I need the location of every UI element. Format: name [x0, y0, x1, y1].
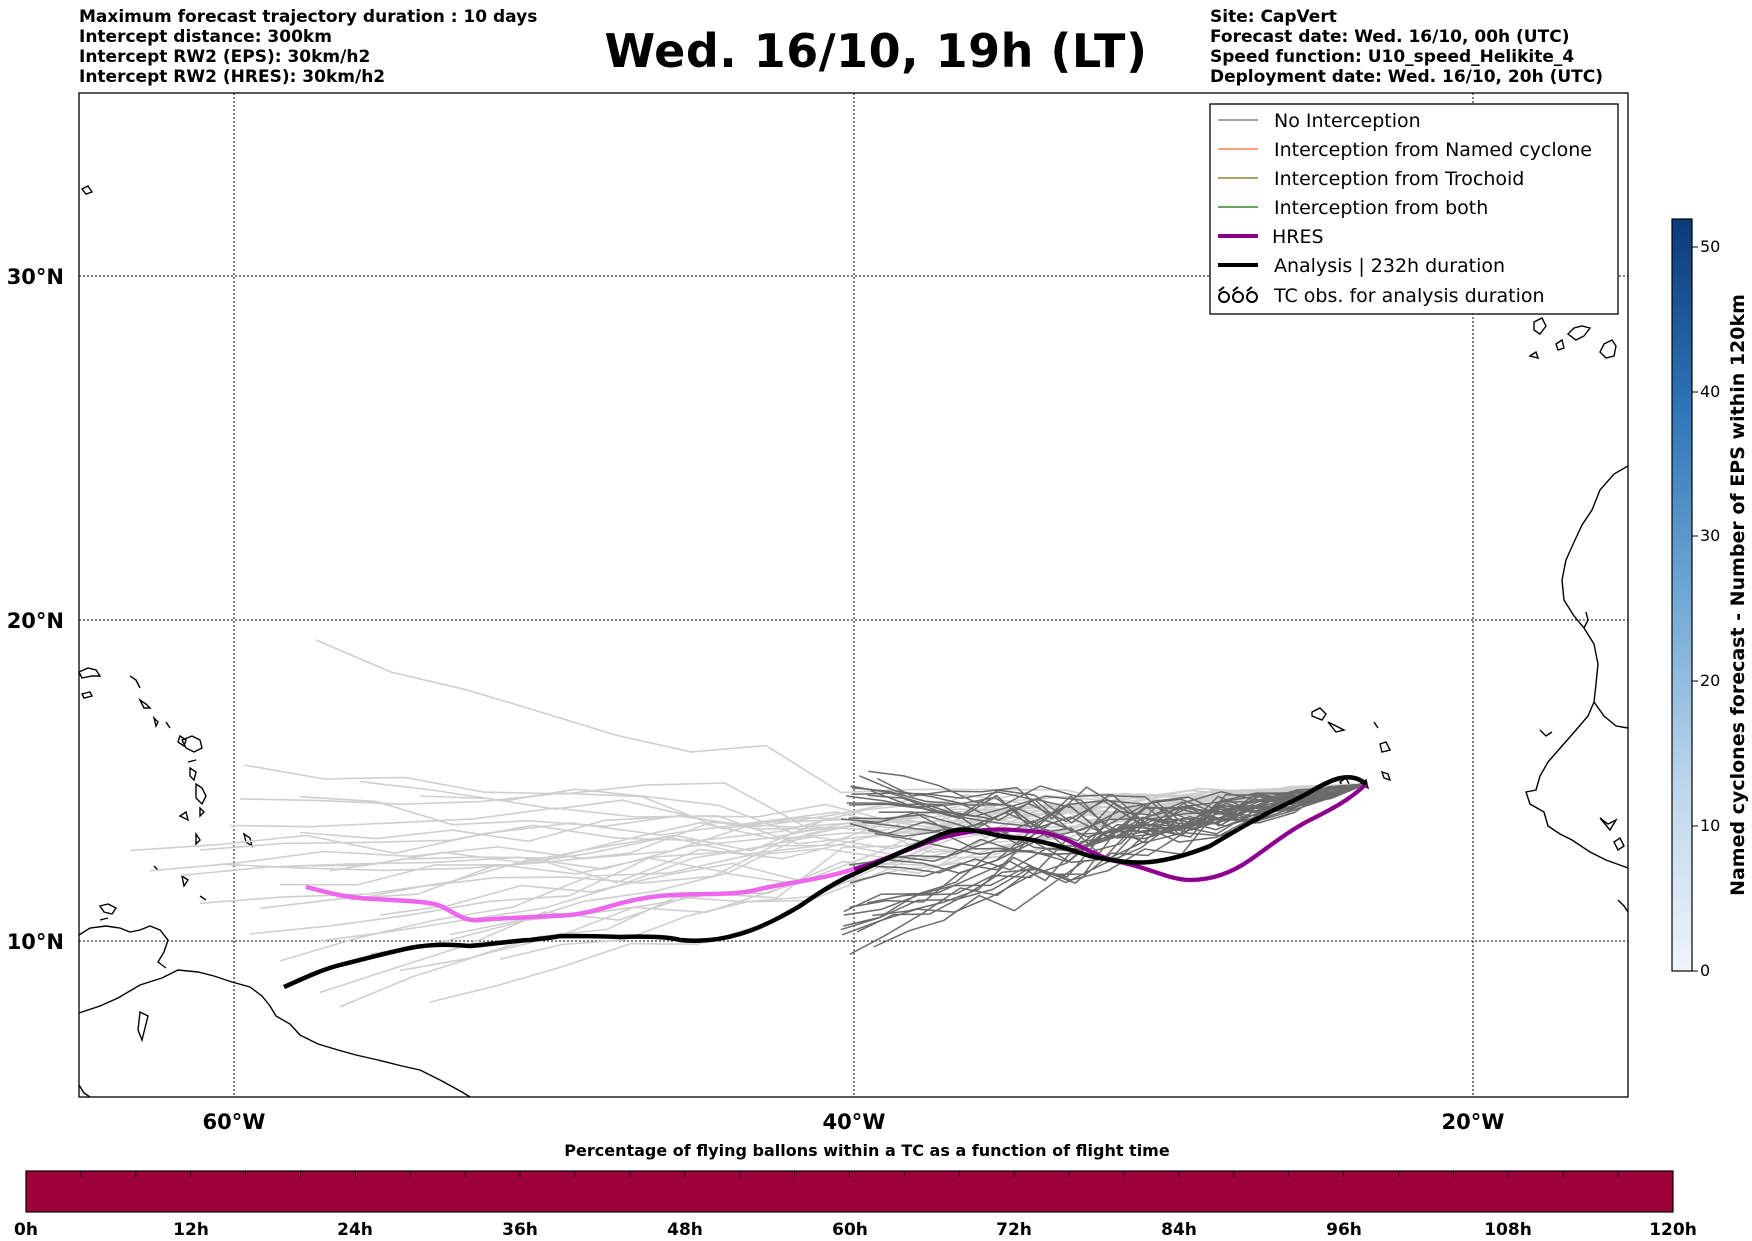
eps-trajectory [841, 783, 1367, 936]
colorbar-right-ticks [1692, 246, 1698, 972]
legend-label: Interception from Trochoid [1274, 168, 1524, 190]
colorbar-bottom-tick-label: 108h [1484, 1220, 1532, 1240]
colorbar-bottom-tick-label: 12h [173, 1220, 209, 1240]
colorbar-right-tick-label: 10 [1700, 816, 1720, 835]
eps-trajectory [419, 783, 1367, 828]
header-left-line: Intercept distance: 300km [79, 27, 332, 47]
colorbar-bottom-tick-label: 48h [667, 1220, 703, 1240]
header-right-line: Deployment date: Wed. 16/10, 20h (UTC) [1210, 67, 1604, 87]
legend-label: No Interception [1274, 110, 1421, 132]
colorbar-bottom-ticks [25, 1171, 1674, 1177]
colorbar-bottom-tick-labels: 0h 12h 24h 36h 48h 60h 72h 84h 96h 108h … [14, 1220, 1697, 1240]
legend-label: Interception from both [1274, 197, 1488, 219]
colorbar-right-tick-label: 50 [1700, 237, 1720, 256]
colorbar-bottom-bar [25, 1170, 1674, 1213]
header-right: Site: CapVert Forecast date: Wed. 16/10,… [1210, 7, 1603, 87]
eps-trajectory [229, 783, 1367, 845]
colorbar-bottom-title: Percentage of flying ballons within a TC… [564, 1141, 1170, 1160]
lon-label-60w: 60°W [203, 1110, 266, 1134]
colorbar-bottom-tick-label: 0h [14, 1220, 38, 1240]
colorbar-right-tick-label: 0 [1700, 961, 1710, 980]
lat-label-20n: 20°N [7, 609, 64, 633]
lon-label-20w: 20°W [1442, 1110, 1505, 1134]
eps-trajectory [199, 783, 1367, 851]
page-title: Wed. 16/10, 19h (LT) [604, 24, 1148, 78]
colorbar-bottom-tick-label: 120h [1649, 1220, 1697, 1240]
colorbar-bottom-tick-label: 84h [1161, 1220, 1197, 1240]
tc-obs-symbol-icon [1218, 286, 1258, 303]
colorbar-right-label: Named cyclones forecast - Number of EPS … [1727, 294, 1749, 896]
eps-trajectory [859, 775, 1367, 828]
header-right-line: Site: CapVert [1210, 7, 1337, 27]
eps-trajectory [849, 783, 1367, 956]
colorbar-right-gradient [1671, 218, 1693, 972]
colorbar-right: 0 10 20 30 40 50 Named cyclones forecast… [1671, 218, 1749, 980]
header-left-line: Maximum forecast trajectory duration : 1… [79, 7, 538, 27]
legend-box [1209, 103, 1619, 315]
eps-trajectory [856, 783, 1367, 933]
colorbar-right-tick-label: 30 [1700, 526, 1720, 545]
colorbar-bottom: Percentage of flying ballons within a TC… [14, 1141, 1697, 1240]
eps-trajectory [319, 783, 1367, 942]
eps-trajectory [875, 783, 1367, 861]
hres-track [853, 782, 1368, 883]
colorbar-bottom-tick-label: 36h [502, 1220, 538, 1240]
colorbar-right-tick-label: 20 [1700, 671, 1720, 690]
legend-label: Analysis | 232h duration [1274, 255, 1505, 277]
colorbar-bottom-tick-label: 72h [996, 1220, 1032, 1240]
header-left-line: Intercept RW2 (EPS): 30km/h2 [79, 47, 371, 67]
analysis-track [283, 774, 1368, 990]
legend-label: HRES [1272, 226, 1324, 248]
colorbar-bottom-tick-label: 24h [337, 1220, 373, 1240]
colorbar-right-tick-label: 40 [1700, 382, 1720, 401]
legend-label: Interception from Named cyclone [1274, 139, 1592, 161]
header-right-line: Forecast date: Wed. 16/10, 00h (UTC) [1210, 27, 1570, 47]
lon-label-40w: 40°W [823, 1110, 886, 1134]
coastlines [79, 185, 1628, 1097]
colorbar-bottom-tick-label: 96h [1326, 1220, 1362, 1240]
legend-label: TC obs. for analysis duration [1273, 285, 1545, 307]
lat-label-30n: 30°N [7, 265, 64, 289]
lat-label-10n: 10°N [7, 930, 64, 954]
header-right-line: Speed function: U10_speed_Helikite_4 [1210, 47, 1575, 67]
legend: No Interception Interception from Named … [1209, 103, 1619, 315]
eps-trajectory [449, 783, 1367, 936]
eps-trajectory [379, 783, 1367, 916]
header-left: Maximum forecast trajectory duration : 1… [79, 7, 537, 87]
colorbar-bottom-tick-label: 60h [832, 1220, 868, 1240]
header-left-line: Intercept RW2 (HRES): 30km/h2 [79, 67, 386, 87]
